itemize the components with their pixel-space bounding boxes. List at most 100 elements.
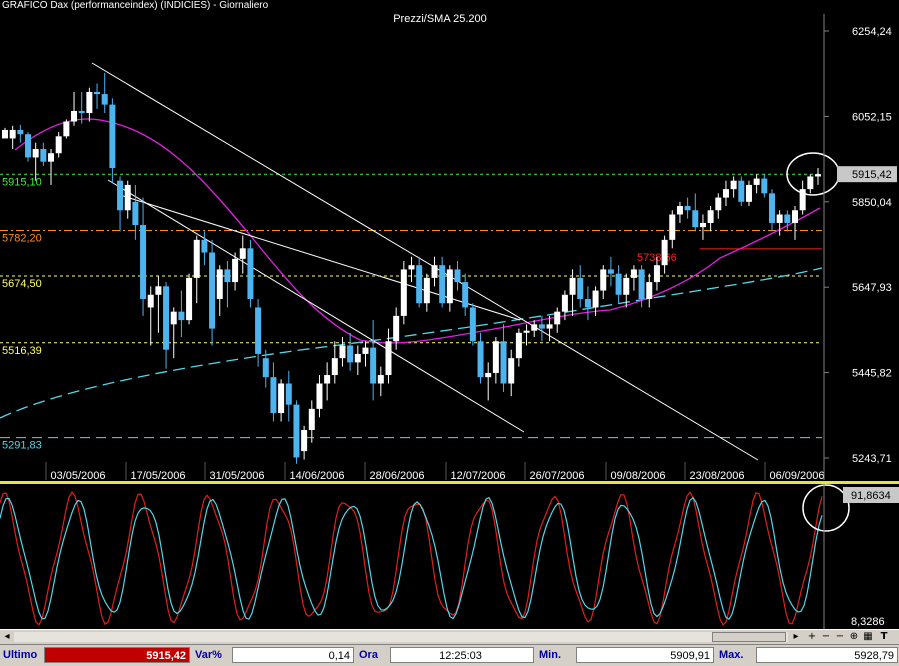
candle-body[interactable] <box>761 178 768 194</box>
candle-body[interactable] <box>324 375 331 384</box>
candle-body[interactable] <box>385 341 392 376</box>
candle-body[interactable] <box>799 189 806 211</box>
trend-line[interactable] <box>91 62 759 461</box>
candle-body[interactable] <box>469 307 476 342</box>
candle-body[interactable] <box>201 239 208 253</box>
candle-body[interactable] <box>393 315 400 342</box>
candle-body[interactable] <box>615 273 622 295</box>
scroll-right-icon[interactable]: ▸ <box>793 631 799 642</box>
candle-body[interactable] <box>477 341 484 378</box>
collapse-icon[interactable]: − <box>835 631 845 642</box>
candle-body[interactable] <box>638 269 645 299</box>
candle-body[interactable] <box>462 282 469 308</box>
candle-body[interactable] <box>224 269 231 283</box>
candle-body[interactable] <box>362 347 369 354</box>
candle-body[interactable] <box>63 121 70 137</box>
candle-body[interactable] <box>577 277 584 299</box>
candle-body[interactable] <box>124 184 131 211</box>
candle-body[interactable] <box>331 358 338 376</box>
candle-body[interactable] <box>285 383 292 405</box>
candle-body[interactable] <box>71 110 78 122</box>
candle-body[interactable] <box>86 91 93 114</box>
candle-body[interactable] <box>354 353 361 363</box>
candle-body[interactable] <box>9 129 16 139</box>
candle-body[interactable] <box>584 298 591 308</box>
candle-body[interactable] <box>48 153 55 162</box>
candle-body[interactable] <box>101 94 108 105</box>
candle-body[interactable] <box>699 222 706 228</box>
candle-body[interactable] <box>339 345 346 359</box>
candle-body[interactable] <box>669 214 676 240</box>
text-tool-icon[interactable]: T <box>880 631 888 642</box>
zoom-out-icon[interactable]: − <box>821 631 831 642</box>
candle-body[interactable] <box>592 290 599 308</box>
grid-icon[interactable]: ▦ <box>863 631 873 642</box>
candle-body[interactable] <box>255 307 262 354</box>
candle-body[interactable] <box>109 104 116 169</box>
candle-body[interactable] <box>684 206 691 211</box>
candle-body[interactable] <box>745 184 752 202</box>
candle-body[interactable] <box>209 252 216 329</box>
candle-body[interactable] <box>147 294 154 308</box>
pane-separator[interactable] <box>0 481 899 484</box>
candle-body[interactable] <box>239 248 246 259</box>
candle-body[interactable] <box>17 129 24 135</box>
candle-body[interactable] <box>293 404 300 458</box>
candle-body[interactable] <box>262 358 269 378</box>
candle-body[interactable] <box>646 282 653 299</box>
candle-body[interactable] <box>515 332 522 359</box>
candle-body[interactable] <box>232 258 239 283</box>
scroll-thumb[interactable] <box>712 632 786 642</box>
candle-body[interactable] <box>40 148 47 162</box>
candle-body[interactable] <box>178 311 185 321</box>
candle-body[interactable] <box>707 210 714 223</box>
zoom-in-icon[interactable]: + <box>807 631 817 642</box>
candle-body[interactable] <box>546 324 553 329</box>
candle-body[interactable] <box>370 347 377 384</box>
candle-body[interactable] <box>623 277 630 295</box>
scroll-track[interactable] <box>14 632 788 642</box>
candle-body[interactable] <box>247 248 254 299</box>
candle-body[interactable] <box>722 189 729 198</box>
candle-body[interactable] <box>554 311 561 325</box>
candle-body[interactable] <box>600 269 607 291</box>
candle-body[interactable] <box>607 269 614 274</box>
candle-body[interactable] <box>301 429 308 452</box>
candle-body[interactable] <box>270 377 277 414</box>
candle-body[interactable] <box>186 277 193 321</box>
candle-body[interactable] <box>738 180 745 202</box>
candle-body[interactable] <box>94 91 101 95</box>
candle-body[interactable] <box>431 265 438 278</box>
candle-body[interactable] <box>2 129 8 139</box>
candle-body[interactable] <box>776 214 783 223</box>
candle-body[interactable] <box>531 324 538 331</box>
candle-body[interactable] <box>807 176 814 190</box>
candle-body[interactable] <box>193 239 200 278</box>
candle-body[interactable] <box>216 269 223 299</box>
candle-body[interactable] <box>730 180 737 190</box>
candle-body[interactable] <box>347 345 354 363</box>
candle-body[interactable] <box>408 265 415 270</box>
candle-body[interactable] <box>55 136 62 154</box>
trend-line[interactable] <box>107 179 525 433</box>
candle-body[interactable] <box>538 324 545 329</box>
candle-body[interactable] <box>523 330 530 333</box>
candle-body[interactable] <box>416 265 423 304</box>
candle-body[interactable] <box>25 134 32 158</box>
candle-body[interactable] <box>569 277 576 295</box>
candle-body[interactable] <box>753 178 760 185</box>
candle-body[interactable] <box>454 269 461 283</box>
candle-body[interactable] <box>791 210 798 223</box>
candle-body[interactable] <box>316 383 323 409</box>
candle-body[interactable] <box>400 269 407 316</box>
candle-body[interactable] <box>676 206 683 215</box>
candle-body[interactable] <box>692 210 699 228</box>
candle-body[interactable] <box>508 358 515 384</box>
candle-body[interactable] <box>423 277 430 304</box>
crosshair-icon[interactable]: ⊕ <box>849 631 859 642</box>
trend-line[interactable] <box>119 194 521 321</box>
candle-body[interactable] <box>78 110 85 114</box>
candle-body[interactable] <box>715 197 722 211</box>
candle-body[interactable] <box>561 294 568 312</box>
candle-body[interactable] <box>630 269 637 278</box>
